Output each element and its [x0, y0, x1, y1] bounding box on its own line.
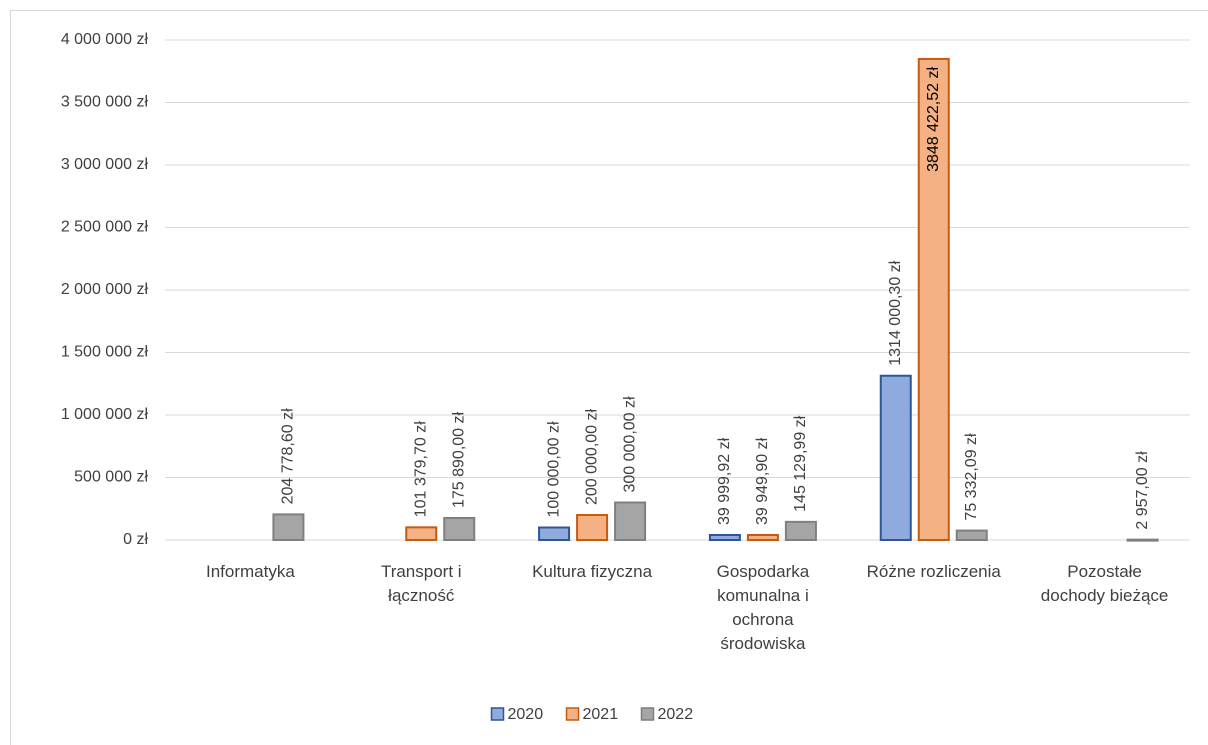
y-tick-label: 2 500 000 zł	[61, 219, 149, 236]
data-label: 39 999,92 zł	[716, 437, 733, 525]
bar	[405, 526, 438, 541]
y-tick-label: 2 000 000 zł	[61, 281, 149, 298]
y-tick-label: 4 000 000 zł	[61, 31, 149, 48]
data-label: 3848 422,52 zł	[925, 67, 942, 172]
data-label: 1314 000,30 zł	[887, 260, 904, 365]
y-tick-label: 3 500 000 zł	[61, 94, 149, 111]
x-tick-label: Informatyka	[206, 562, 295, 581]
bar	[746, 534, 779, 542]
y-tick-label: 1 500 000 zł	[61, 344, 149, 361]
bar	[272, 513, 305, 541]
legend-label: 2022	[658, 706, 694, 723]
data-label: 175 890,00 zł	[450, 411, 467, 508]
x-tick-label: Różne rozliczenia	[866, 562, 1001, 581]
bar	[443, 517, 476, 541]
y-tick-label: 0 zł	[123, 531, 148, 548]
data-label: 204 778,60 zł	[280, 408, 297, 505]
legend-label: 2020	[508, 706, 544, 723]
legend-swatch	[640, 707, 655, 721]
bar	[576, 514, 609, 541]
bar	[955, 529, 988, 542]
data-label: 39 949,90 zł	[754, 437, 771, 525]
x-tick-label: Kultura fizyczna	[532, 562, 653, 581]
bar	[917, 57, 950, 542]
y-tick-label: 3 000 000 zł	[61, 156, 149, 173]
x-tick-label: Transport i łączność	[380, 562, 462, 605]
legend-swatch	[490, 707, 505, 721]
data-label: 2 957,00 zł	[1134, 451, 1151, 530]
y-tick-label: 500 000 zł	[74, 469, 148, 486]
data-label: 200 000,00 zł	[583, 408, 600, 505]
legend-swatch	[565, 707, 580, 721]
data-label: 300 000,00 zł	[621, 396, 638, 493]
bar	[538, 526, 571, 541]
bar	[879, 374, 912, 541]
data-label: 100 000,00 zł	[545, 421, 562, 518]
legend-label: 2021	[583, 706, 619, 723]
data-label: 75 332,09 zł	[963, 433, 980, 521]
data-label: 145 129,99 zł	[792, 415, 809, 512]
bar	[1126, 538, 1159, 542]
bar	[784, 520, 817, 542]
x-tick-label: Pozostałe dochody bieżące	[1040, 562, 1169, 605]
bar	[614, 501, 647, 541]
data-label: 101 379,70 zł	[412, 421, 429, 518]
x-tick-label: Gospodarka komunalna i ochrona środowisk…	[716, 562, 810, 653]
y-tick-label: 1 000 000 zł	[61, 406, 149, 423]
bar	[708, 534, 741, 541]
chart-frame	[10, 10, 1208, 745]
